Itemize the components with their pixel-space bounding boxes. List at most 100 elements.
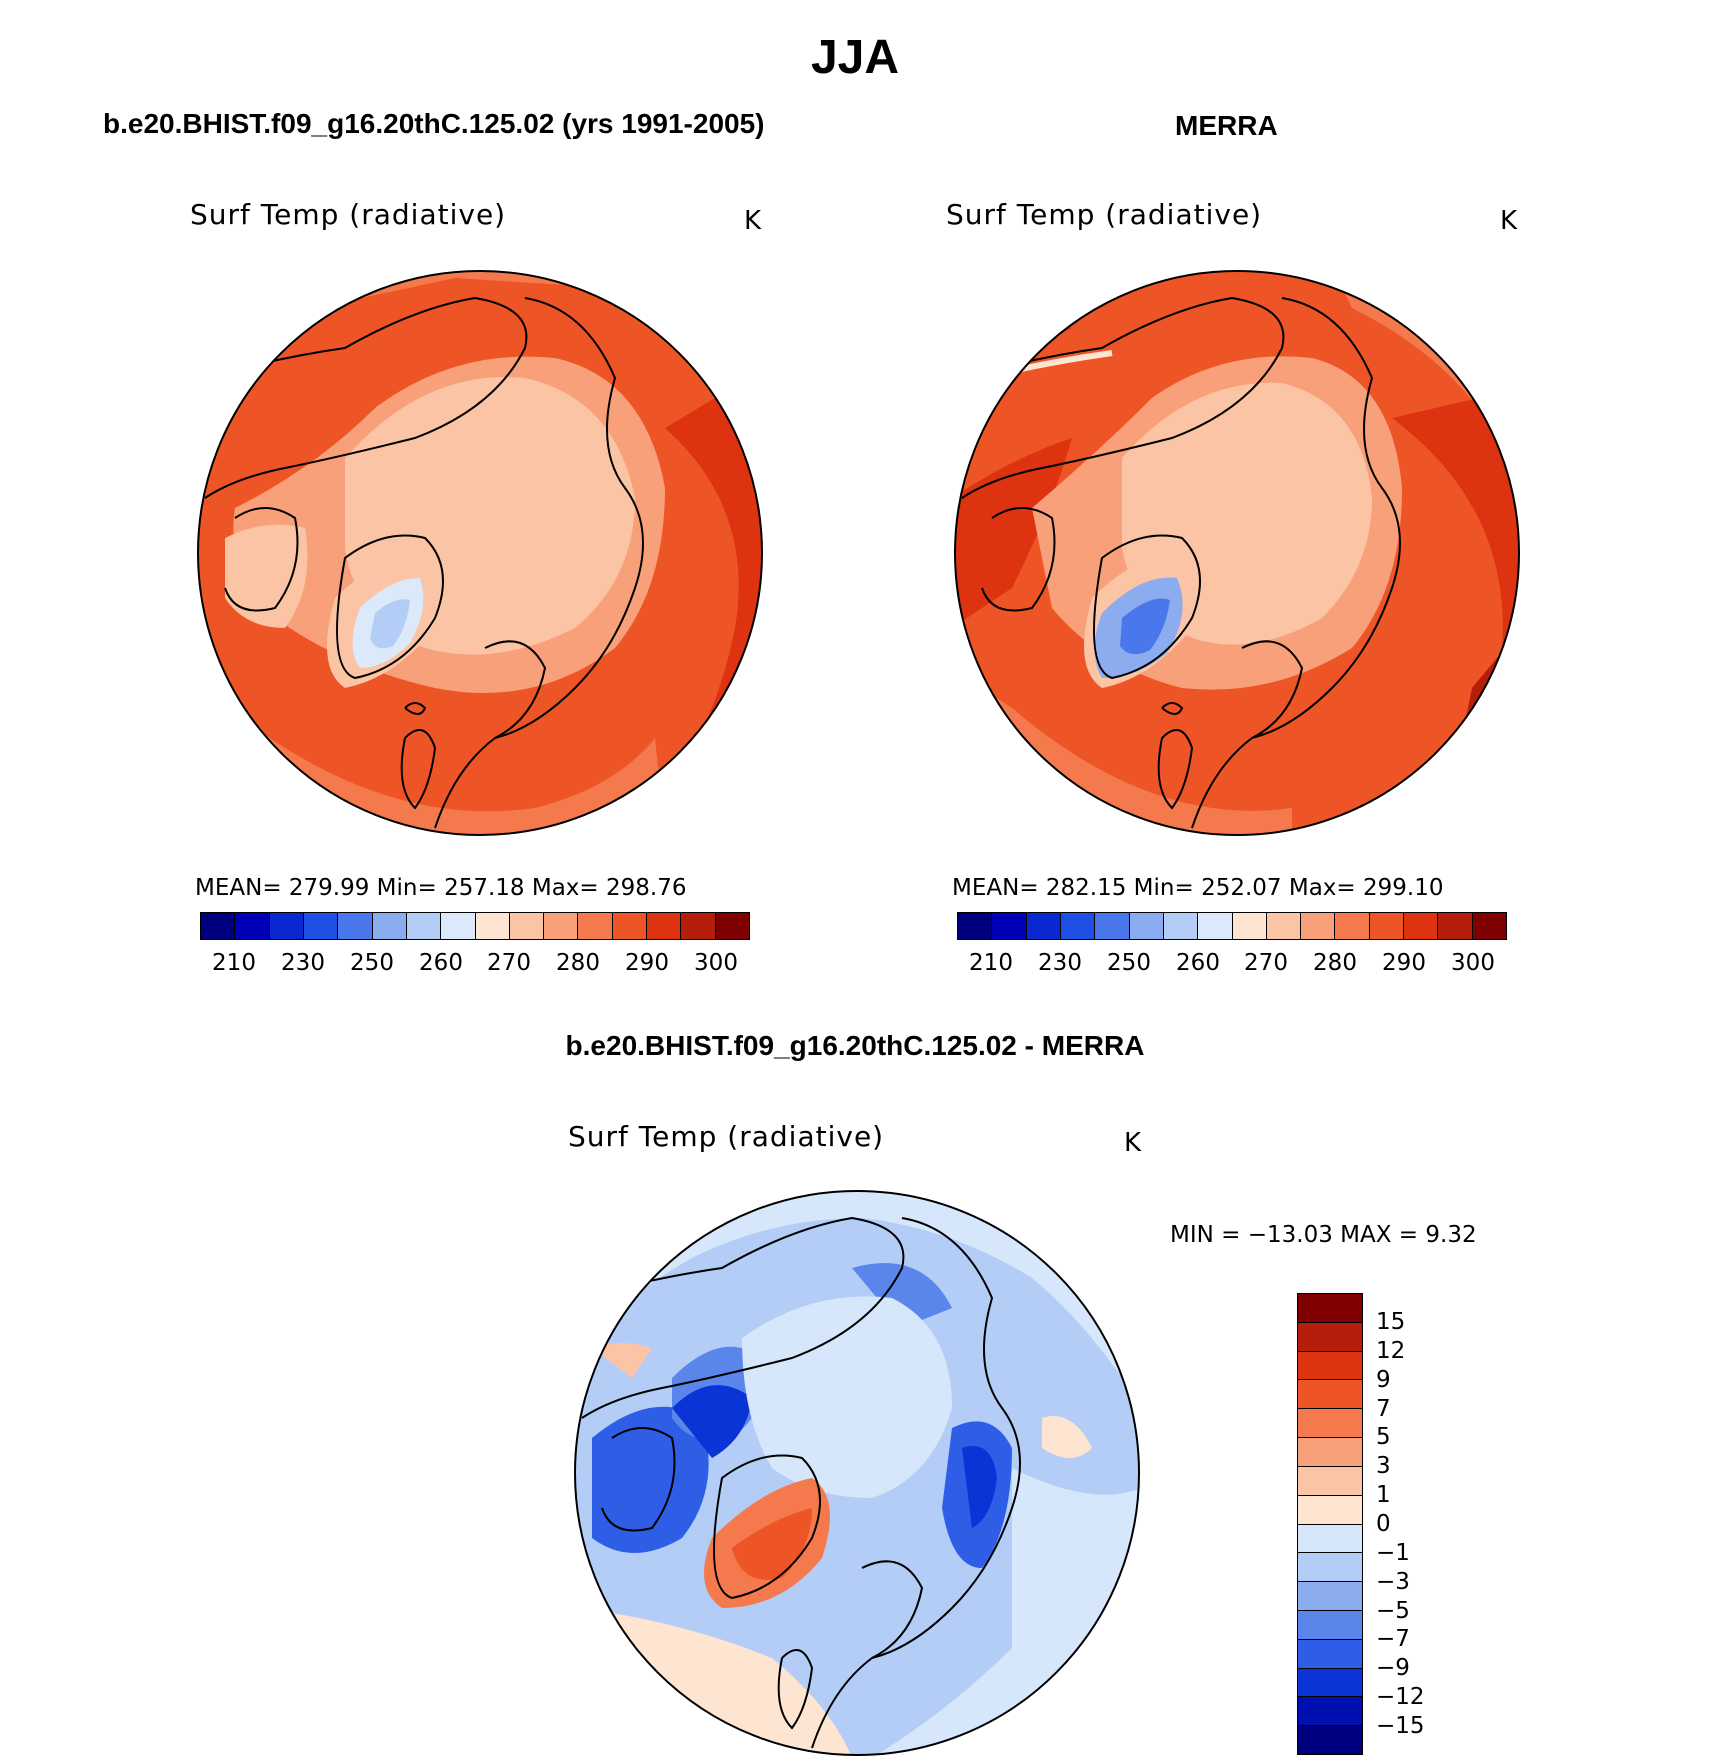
panel-1-colorbar: [200, 912, 750, 940]
panel-1-units-label: K: [744, 206, 762, 236]
panel-3-colorbar: [1297, 1293, 1363, 1755]
colorbar-swatch: [1438, 913, 1473, 939]
colorbar-swatch: [647, 913, 682, 939]
colorbar-swatch: [1298, 1380, 1362, 1410]
colorbar-tick-label: 280: [1313, 950, 1357, 976]
colorbar-swatch: [1298, 1668, 1362, 1698]
panel-3-stats: MIN = −13.03 MAX = 9.32: [1170, 1222, 1477, 1248]
colorbar-tick-label: 290: [1382, 950, 1426, 976]
colorbar-swatch: [1095, 913, 1130, 939]
colorbar-tick-label: −7: [1376, 1626, 1410, 1652]
panel-3-variable-label: Surf Temp (radiative): [568, 1120, 885, 1153]
colorbar-tick-label: 270: [1244, 950, 1288, 976]
colorbar-swatch: [475, 913, 510, 939]
colorbar-swatch: [235, 913, 270, 939]
colorbar-tick-label: 260: [1176, 950, 1220, 976]
panel-2-stats: MEAN= 282.15 Min= 252.07 Max= 299.10: [952, 875, 1444, 901]
colorbar-swatch: [1301, 913, 1336, 939]
colorbar-swatch: [1198, 913, 1233, 939]
colorbar-swatch: [406, 913, 442, 939]
colorbar-tick-label: −1: [1376, 1540, 1410, 1566]
panel-2-polar-map: [954, 270, 1520, 836]
colorbar-swatch: [303, 913, 339, 939]
panel-3-title: b.e20.BHIST.f09_g16.20thC.125.02 - MERRA: [565, 1030, 1145, 1061]
panel-1-stats: MEAN= 279.99 Min= 257.18 Max= 298.76: [195, 875, 687, 901]
colorbar-tick-label: 290: [625, 950, 669, 976]
colorbar-swatch: [1298, 1409, 1362, 1439]
colorbar-swatch: [1369, 913, 1405, 939]
colorbar-tick-label: 3: [1376, 1453, 1391, 1479]
colorbar-swatch: [1298, 1697, 1362, 1727]
colorbar-swatch: [372, 913, 407, 939]
colorbar-swatch: [1298, 1351, 1362, 1381]
panel-3-polar-map: [574, 1190, 1140, 1756]
colorbar-swatch: [715, 913, 749, 939]
colorbar-tick-label: 0: [1376, 1511, 1391, 1537]
colorbar-swatch: [1298, 1524, 1362, 1554]
colorbar-swatch: [1232, 913, 1267, 939]
colorbar-swatch: [1298, 1726, 1362, 1754]
colorbar-swatch: [681, 913, 716, 939]
panel-3-units-label: K: [1124, 1128, 1142, 1158]
colorbar-swatch: [509, 913, 545, 939]
colorbar-swatch: [958, 913, 993, 939]
colorbar-tick-label: 250: [350, 950, 394, 976]
colorbar-tick-label: 210: [969, 950, 1013, 976]
panel-1-title: b.e20.BHIST.f09_g16.20thC.125.02 (yrs 19…: [103, 108, 765, 139]
colorbar-tick-label: −12: [1376, 1684, 1425, 1710]
panel-2-colorbar: [957, 912, 1507, 940]
colorbar-swatch: [1298, 1438, 1362, 1467]
colorbar-tick-label: −3: [1376, 1569, 1410, 1595]
colorbar-swatch: [612, 913, 648, 939]
panel-1-polar-map: [197, 270, 763, 836]
colorbar-tick-label: 210: [212, 950, 256, 976]
colorbar-tick-label: −9: [1376, 1655, 1410, 1681]
panel-2-variable-label: Surf Temp (radiative): [946, 198, 1263, 231]
colorbar-swatch: [1298, 1466, 1362, 1496]
colorbar-swatch: [269, 913, 304, 939]
colorbar-swatch: [1298, 1294, 1362, 1323]
colorbar-swatch: [1129, 913, 1164, 939]
colorbar-tick-label: 7: [1376, 1396, 1391, 1422]
colorbar-tick-label: −5: [1376, 1598, 1410, 1624]
colorbar-tick-label: 260: [419, 950, 463, 976]
colorbar-swatch: [1404, 913, 1439, 939]
panel-2-colorbar-ticks: 210 230 250 260 270 280 290 300: [957, 950, 1507, 980]
colorbar-swatch: [1298, 1495, 1362, 1525]
colorbar-tick-label: 1: [1376, 1482, 1391, 1508]
colorbar-tick-label: 230: [1038, 950, 1082, 976]
colorbar-tick-label: 280: [556, 950, 600, 976]
panel-2-title: MERRA: [1175, 110, 1278, 141]
colorbar-swatch: [1298, 1639, 1362, 1669]
colorbar-swatch: [338, 913, 373, 939]
colorbar-tick-label: −15: [1376, 1713, 1425, 1739]
colorbar-swatch: [1335, 913, 1370, 939]
colorbar-tick-label: 15: [1376, 1309, 1406, 1335]
colorbar-swatch: [578, 913, 613, 939]
panel-2-units-label: K: [1500, 206, 1518, 236]
colorbar-swatch: [544, 913, 579, 939]
colorbar-swatch: [441, 913, 476, 939]
colorbar-tick-label: 230: [281, 950, 325, 976]
colorbar-swatch: [1026, 913, 1061, 939]
colorbar-swatch: [1298, 1582, 1362, 1611]
colorbar-swatch: [1163, 913, 1199, 939]
figure-title: JJA: [810, 31, 900, 84]
colorbar-swatch: [201, 913, 236, 939]
panel-1-colorbar-ticks: 210 230 250 260 270 280 290 300: [200, 950, 750, 980]
colorbar-tick-label: 300: [1451, 950, 1495, 976]
colorbar-tick-label: 300: [694, 950, 738, 976]
colorbar-swatch: [992, 913, 1027, 939]
colorbar-tick-label: 12: [1376, 1338, 1406, 1364]
panel-1-variable-label: Surf Temp (radiative): [190, 198, 507, 231]
colorbar-swatch: [1266, 913, 1302, 939]
colorbar-swatch: [1472, 913, 1506, 939]
colorbar-tick-label: 9: [1376, 1367, 1391, 1393]
colorbar-swatch: [1298, 1610, 1362, 1640]
colorbar-swatch: [1298, 1553, 1362, 1583]
panel-3-colorbar-ticks: 15 12 9 7 5 3 1 0 −1 −3 −5 −7 −9 −12 −15: [1376, 1293, 1456, 1755]
colorbar-swatch: [1060, 913, 1096, 939]
colorbar-swatch: [1298, 1322, 1362, 1352]
colorbar-tick-label: 5: [1376, 1424, 1391, 1450]
colorbar-tick-label: 250: [1107, 950, 1151, 976]
